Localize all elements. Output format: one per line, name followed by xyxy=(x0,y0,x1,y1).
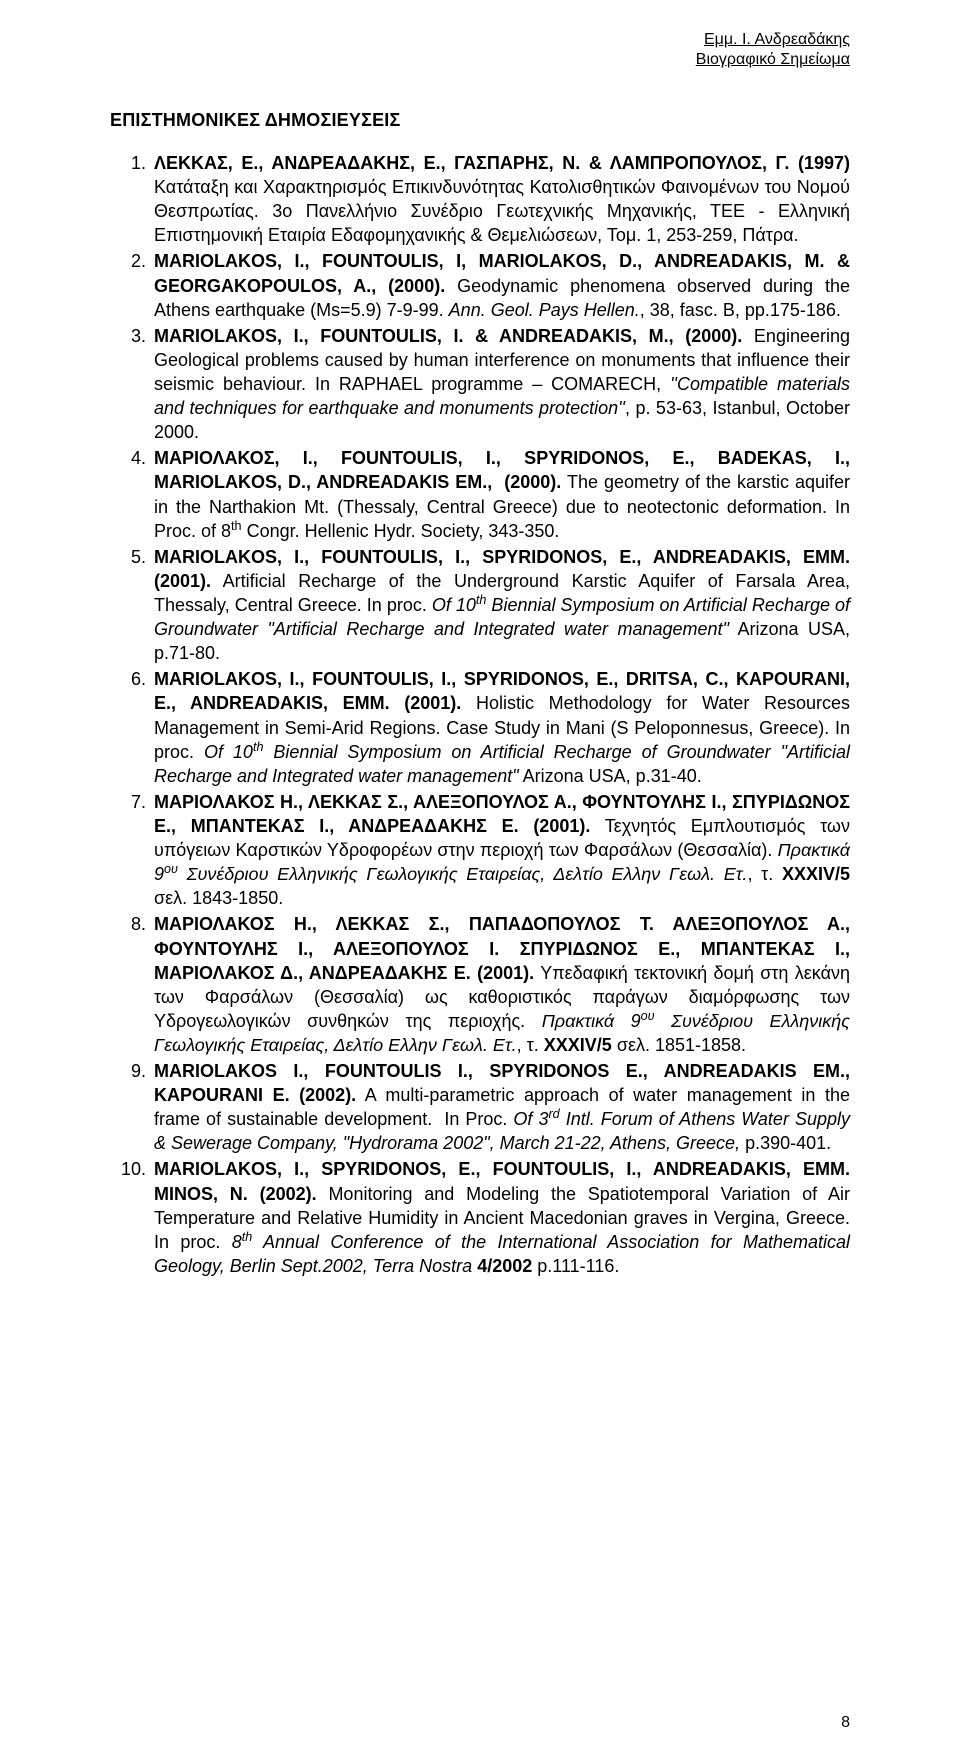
document-page: Εμμ. Ι. Ανδρεαδάκης Βιογραφικό Σημείωμα … xyxy=(0,0,960,1757)
running-header: Εμμ. Ι. Ανδρεαδάκης Βιογραφικό Σημείωμα xyxy=(696,30,850,70)
item-body: MARIOLAKOS, I., FOUNTOULIS, I., SPYRIDON… xyxy=(154,669,850,785)
publication-item: 7. ΜΑΡΙΟΛΑΚΟΣ Η., ΛΕΚΚΑΣ Σ., ΑΛΕΞΟΠΟΥΛΟΣ … xyxy=(110,790,850,911)
item-number: 2. xyxy=(110,249,146,273)
item-body: MARIOLAKOS I., FOUNTOULIS I., SPYRIDONOS… xyxy=(154,1061,850,1153)
item-body: ΜΑΡΙΟΛΑΚΟΣ Η., ΛΕΚΚΑΣ Σ., ΑΛΕΞΟΠΟΥΛΟΣ Α.… xyxy=(154,792,850,908)
item-body: ΜΑΡΙΟΛΑΚΟΣ Η., ΛΕΚΚΑΣ Σ., ΠΑΠΑΔΟΠΟΥΛΟΣ Τ… xyxy=(154,914,850,1055)
publication-item: 2. MARIOLAKOS, I., FOUNTOULIS, I, MARIOLA… xyxy=(110,249,850,321)
item-number: 6. xyxy=(110,667,146,691)
header-subtitle: Βιογραφικό Σημείωμα xyxy=(696,50,850,70)
item-body: MARIOLAKOS, I., SPYRIDONOS, E., FOUNTOUL… xyxy=(154,1159,850,1275)
item-number: 8. xyxy=(110,912,146,936)
publication-item: 4. ΜΑΡΙΟΛΑΚΟΣ, I., FOUNTOULIS, I., SPYRID… xyxy=(110,446,850,542)
item-body: MARIOLAKOS, I., FOUNTOULIS, I, MARIOLAKO… xyxy=(154,251,850,319)
header-name: Εμμ. Ι. Ανδρεαδάκης xyxy=(696,30,850,50)
publication-item: 10. MARIOLAKOS, I., SPYRIDONOS, E., FOUNT… xyxy=(110,1157,850,1278)
item-number: 7. xyxy=(110,790,146,814)
publication-item: 6. MARIOLAKOS, I., FOUNTOULIS, I., SPYRID… xyxy=(110,667,850,788)
publication-item: 1. ΛΕΚΚΑΣ, Ε., ΑΝΔΡΕΑΔΑΚΗΣ, Ε., ΓΑΣΠΑΡΗΣ,… xyxy=(110,151,850,247)
publication-item: 3. MARIOLAKOS, I., FOUNTOULIS, I. & ANDRE… xyxy=(110,324,850,445)
item-number: 9. xyxy=(110,1059,146,1083)
section-title: ΕΠΙΣΤΗΜΟΝΙΚΕΣ ΔΗΜΟΣΙΕΥΣΕΙΣ xyxy=(110,110,850,131)
item-body: MARIOLAKOS, I., FOUNTOULIS, I., SPYRIDON… xyxy=(154,547,850,663)
publication-item: 9. MARIOLAKOS I., FOUNTOULIS I., SPYRIDON… xyxy=(110,1059,850,1155)
publication-list: 1. ΛΕΚΚΑΣ, Ε., ΑΝΔΡΕΑΔΑΚΗΣ, Ε., ΓΑΣΠΑΡΗΣ,… xyxy=(110,151,850,1278)
item-body: MARIOLAKOS, I., FOUNTOULIS, I. & ANDREAD… xyxy=(154,326,850,442)
item-number: 1. xyxy=(110,151,146,175)
publication-item: 8. ΜΑΡΙΟΛΑΚΟΣ Η., ΛΕΚΚΑΣ Σ., ΠΑΠΑΔΟΠΟΥΛΟΣ… xyxy=(110,912,850,1057)
item-body: ΛΕΚΚΑΣ, Ε., ΑΝΔΡΕΑΔΑΚΗΣ, Ε., ΓΑΣΠΑΡΗΣ, Ν… xyxy=(154,153,850,245)
publication-item: 5. MARIOLAKOS, I., FOUNTOULIS, I., SPYRID… xyxy=(110,545,850,666)
item-body: ΜΑΡΙΟΛΑΚΟΣ, I., FOUNTOULIS, I., SPYRIDON… xyxy=(154,448,850,540)
page-number: 8 xyxy=(841,1714,850,1732)
item-number: 5. xyxy=(110,545,146,569)
item-number: 3. xyxy=(110,324,146,348)
item-number: 4. xyxy=(110,446,146,470)
item-number: 10. xyxy=(110,1157,146,1181)
